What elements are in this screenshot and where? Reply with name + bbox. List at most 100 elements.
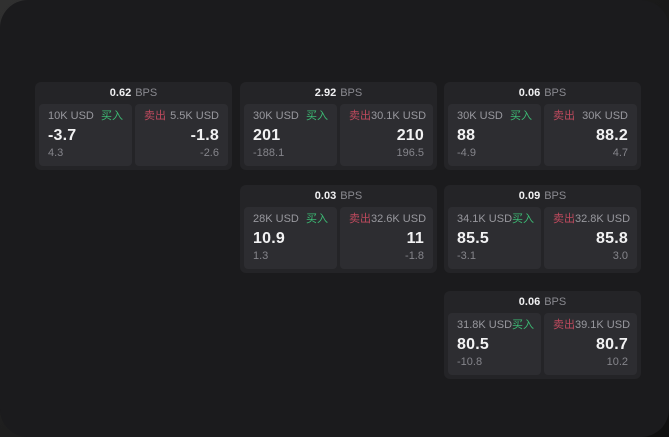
buy-notional-label: 10K USD: [48, 110, 94, 122]
card-header: 0.62 BPS: [35, 82, 232, 104]
buy-change-value: -3.1: [457, 250, 476, 262]
card-body: 31.8K USD 买入 80.5 -10.8 卖出 39.1K USD 80.…: [444, 313, 641, 379]
card-header: 0.03 BPS: [240, 185, 437, 207]
sell-side-label: 卖出: [553, 319, 575, 331]
card-body: 28K USD 买入 10.9 1.3 卖出 32.6K USD 11 -1.8: [240, 207, 437, 273]
buy-change-value: -188.1: [253, 147, 285, 159]
sell-price-value: 80.7: [596, 335, 628, 353]
buy-panel[interactable]: 10K USD 买入 -3.7 4.3: [39, 104, 132, 166]
sell-panel[interactable]: 卖出 39.1K USD 80.7 10.2: [544, 313, 637, 375]
sell-change-value: -1.8: [405, 250, 424, 262]
sell-price-value: 210: [396, 126, 424, 144]
buy-price-value: 80.5: [457, 335, 489, 353]
bps-value: 0.06: [518, 87, 541, 99]
buy-panel-top: 34.1K USD 买入: [457, 213, 535, 226]
buy-panel[interactable]: 34.1K USD 买入 85.5 -3.1: [448, 207, 541, 269]
sell-panel-top: 卖出 30K USD: [553, 110, 628, 123]
buy-price-value: 10.9: [253, 229, 285, 247]
buy-panel-top: 28K USD 买入: [253, 213, 328, 226]
buy-panel[interactable]: 30K USD 买入 201 -188.1: [244, 104, 337, 166]
sell-side-label: 卖出: [553, 213, 575, 225]
bps-value: 0.09: [518, 190, 541, 202]
buy-change-value: -4.9: [457, 147, 476, 159]
card-body: 30K USD 买入 201 -188.1 卖出 30.1K USD 210 1…: [240, 104, 437, 170]
quote-card: 0.09 BPS 34.1K USD 买入 85.5 -3.1 卖出 32.8K…: [444, 185, 641, 273]
sell-panel-top: 卖出 5.5K USD: [144, 110, 219, 123]
sell-price-value: 11: [406, 229, 424, 247]
bps-value: 2.92: [314, 87, 337, 99]
bps-unit: BPS: [340, 87, 363, 99]
bps-value: 0.06: [518, 296, 541, 308]
bps-value: 0.03: [314, 190, 337, 202]
card-header: 2.92 BPS: [240, 82, 437, 104]
card-body: 10K USD 买入 -3.7 4.3 卖出 5.5K USD -1.8 -2.…: [35, 104, 232, 170]
sell-notional-label: 5.5K USD: [170, 110, 219, 122]
sell-panel-top: 卖出 30.1K USD: [349, 110, 427, 123]
quote-card: 0.03 BPS 28K USD 买入 10.9 1.3 卖出 32.6K US…: [240, 185, 437, 273]
buy-price-value: 85.5: [457, 229, 489, 247]
sell-change-value: 10.2: [606, 356, 628, 368]
sell-side-label: 卖出: [144, 110, 166, 122]
bps-unit: BPS: [544, 87, 567, 99]
sell-panel-top: 卖出 39.1K USD: [553, 319, 631, 332]
sell-notional-label: 39.1K USD: [575, 319, 631, 331]
buy-side-label: 买入: [512, 213, 535, 225]
sell-panel[interactable]: 卖出 32.8K USD 85.8 3.0: [544, 207, 637, 269]
sell-price-value: -1.8: [190, 126, 219, 144]
sell-notional-label: 30.1K USD: [371, 110, 427, 122]
buy-change-value: 1.3: [253, 250, 269, 262]
bps-unit: BPS: [544, 296, 567, 308]
buy-notional-label: 34.1K USD: [457, 213, 513, 225]
card-body: 34.1K USD 买入 85.5 -3.1 卖出 32.8K USD 85.8…: [444, 207, 641, 273]
sell-panel[interactable]: 卖出 32.6K USD 11 -1.8: [340, 207, 433, 269]
buy-price-value: 88: [457, 126, 476, 144]
buy-panel[interactable]: 28K USD 买入 10.9 1.3: [244, 207, 337, 269]
sell-price-value: 85.8: [596, 229, 628, 247]
buy-side-label: 买入: [510, 110, 532, 122]
buy-panel-top: 30K USD 买入: [253, 110, 328, 123]
sell-change-value: 4.7: [612, 147, 628, 159]
bps-unit: BPS: [135, 87, 158, 99]
sell-panel[interactable]: 卖出 5.5K USD -1.8 -2.6: [135, 104, 228, 166]
buy-notional-label: 30K USD: [457, 110, 503, 122]
sell-panel-top: 卖出 32.8K USD: [553, 213, 631, 226]
buy-price-value: -3.7: [48, 126, 77, 144]
buy-notional-label: 31.8K USD: [457, 319, 513, 331]
buy-notional-label: 28K USD: [253, 213, 299, 225]
bps-unit: BPS: [340, 190, 363, 202]
buy-side-label: 买入: [101, 110, 123, 122]
buy-panel[interactable]: 31.8K USD 买入 80.5 -10.8: [448, 313, 541, 375]
buy-panel-top: 30K USD 买入: [457, 110, 532, 123]
sell-notional-label: 30K USD: [582, 110, 628, 122]
sell-panel[interactable]: 卖出 30K USD 88.2 4.7: [544, 104, 637, 166]
card-header: 0.06 BPS: [444, 291, 641, 313]
quote-card: 0.62 BPS 10K USD 买入 -3.7 4.3 卖出 5.5K USD…: [35, 82, 232, 170]
sell-side-label: 卖出: [553, 110, 575, 122]
buy-change-value: 4.3: [48, 147, 64, 159]
sell-notional-label: 32.8K USD: [575, 213, 631, 225]
sell-side-label: 卖出: [349, 213, 371, 225]
card-header: 0.09 BPS: [444, 185, 641, 207]
buy-panel-top: 31.8K USD 买入: [457, 319, 535, 332]
buy-panel[interactable]: 30K USD 买入 88 -4.9: [448, 104, 541, 166]
card-body: 30K USD 买入 88 -4.9 卖出 30K USD 88.2 4.7: [444, 104, 641, 170]
sell-panel-top: 卖出 32.6K USD: [349, 213, 427, 226]
card-header: 0.06 BPS: [444, 82, 641, 104]
sell-notional-label: 32.6K USD: [371, 213, 427, 225]
bps-value: 0.62: [109, 87, 132, 99]
sell-change-value: 3.0: [612, 250, 628, 262]
buy-change-value: -10.8: [457, 356, 483, 368]
bps-unit: BPS: [544, 190, 567, 202]
buy-side-label: 买入: [512, 319, 535, 331]
quote-card: 0.06 BPS 30K USD 买入 88 -4.9 卖出 30K USD 8…: [444, 82, 641, 170]
quote-card: 2.92 BPS 30K USD 买入 201 -188.1 卖出 30.1K …: [240, 82, 437, 170]
buy-panel-top: 10K USD 买入: [48, 110, 123, 123]
sell-price-value: 88.2: [596, 126, 628, 144]
sell-side-label: 卖出: [349, 110, 371, 122]
buy-notional-label: 30K USD: [253, 110, 299, 122]
sell-panel[interactable]: 卖出 30.1K USD 210 196.5: [340, 104, 433, 166]
quote-card: 0.06 BPS 31.8K USD 买入 80.5 -10.8 卖出 39.1…: [444, 291, 641, 379]
buy-price-value: 201: [253, 126, 281, 144]
buy-side-label: 买入: [306, 110, 328, 122]
